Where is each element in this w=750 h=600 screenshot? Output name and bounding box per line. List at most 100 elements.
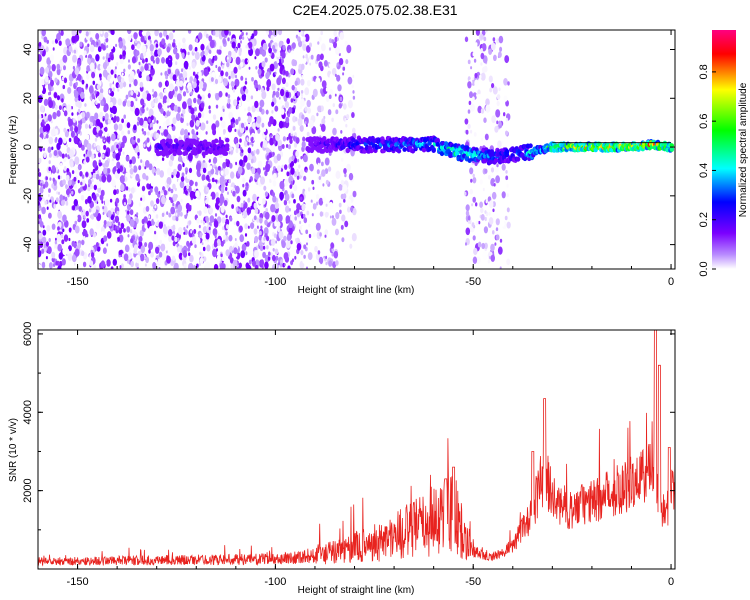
noise-blob <box>104 126 108 133</box>
noise-blob <box>325 95 330 102</box>
noise-blob <box>100 260 106 269</box>
noise-blob <box>116 161 121 169</box>
noise-blob <box>233 47 236 52</box>
noise-blob <box>221 167 224 171</box>
noise-blob <box>325 261 328 266</box>
snr-x-axis-label: Height of straight line (km) <box>298 585 415 596</box>
noise-blob <box>177 227 183 235</box>
noise-blob <box>181 68 184 73</box>
noise-blob <box>308 223 311 228</box>
noise-blob <box>283 235 287 242</box>
noise-blob <box>484 242 488 249</box>
noise-blob <box>157 102 162 110</box>
noise-blob <box>86 73 90 80</box>
noise-blob <box>280 108 285 115</box>
noise-blob <box>272 90 276 96</box>
signal-blob <box>168 138 173 144</box>
noise-blob <box>152 119 154 123</box>
noise-blob <box>252 260 256 267</box>
noise-blob <box>126 122 131 129</box>
noise-blob <box>117 75 122 83</box>
noise-blob <box>229 216 233 222</box>
noise-blob <box>295 137 300 144</box>
noise-blob <box>150 55 155 62</box>
noise-blob <box>51 86 54 91</box>
noise-blob <box>506 193 509 198</box>
noise-blob <box>344 117 347 122</box>
noise-blob <box>215 120 220 128</box>
noise-blob <box>288 144 291 150</box>
heatmap-x-axis-label: Height of straight line (km) <box>298 285 415 296</box>
noise-blob <box>134 107 140 117</box>
noise-blob <box>79 171 83 177</box>
noise-blob <box>280 259 284 264</box>
noise-blob <box>480 48 483 53</box>
noise-blob <box>153 172 156 176</box>
noise-blob <box>469 188 473 195</box>
noise-blob <box>264 211 270 220</box>
signal-blob <box>322 136 327 141</box>
noise-blob <box>148 241 154 251</box>
noise-blob <box>116 116 120 123</box>
noise-blob <box>40 50 43 55</box>
noise-blob <box>196 131 199 136</box>
noise-blob <box>62 195 65 200</box>
noise-blob <box>121 72 124 76</box>
noise-blob <box>190 230 193 234</box>
noise-blob <box>129 193 133 200</box>
noise-blob <box>107 66 112 73</box>
noise-blob <box>209 70 213 76</box>
noise-blob <box>195 162 201 172</box>
noise-blob <box>68 45 73 53</box>
noise-blob <box>288 208 291 212</box>
noise-blob <box>39 66 45 75</box>
noise-blob <box>239 234 244 243</box>
noise-blob <box>221 256 225 262</box>
noise-blob <box>135 238 138 242</box>
noise-blob <box>88 30 91 35</box>
noise-blob <box>87 43 90 48</box>
noise-blob <box>154 259 158 264</box>
noise-blob <box>115 197 120 204</box>
noise-blob <box>38 137 43 143</box>
noise-blob <box>109 77 114 84</box>
noise-blob <box>314 245 318 253</box>
noise-blob <box>257 160 263 169</box>
noise-blob <box>480 207 484 214</box>
noise-blob <box>71 254 77 263</box>
noise-blob <box>214 55 218 61</box>
noise-blob <box>172 255 176 261</box>
noise-blob <box>140 35 145 43</box>
noise-blob <box>155 43 159 48</box>
noise-blob <box>162 226 168 234</box>
noise-blob <box>236 220 240 227</box>
noise-blob <box>127 64 131 70</box>
noise-blob <box>118 250 122 256</box>
noise-blob <box>55 166 59 171</box>
noise-blob <box>322 196 327 203</box>
colorbar-tick-label: 0.2 <box>698 212 710 227</box>
noise-blob <box>498 87 501 92</box>
signal-blob <box>504 149 510 155</box>
noise-blob <box>99 111 104 120</box>
noise-blob <box>495 109 501 118</box>
noise-blob <box>352 90 355 94</box>
noise-blob <box>472 196 477 203</box>
noise-blob <box>172 183 176 190</box>
noise-blob <box>187 152 193 162</box>
noise-blob <box>227 37 230 42</box>
noise-blob <box>80 181 83 186</box>
noise-blob <box>226 102 231 109</box>
noise-blob <box>182 70 188 79</box>
noise-blob <box>303 244 307 250</box>
noise-blob <box>250 205 253 210</box>
noise-blob <box>71 229 75 235</box>
noise-blob <box>480 233 483 238</box>
noise-blob <box>83 215 86 219</box>
noise-blob <box>81 250 85 257</box>
noise-blob <box>284 193 290 202</box>
noise-blob <box>81 144 85 151</box>
noise-blob <box>345 123 348 128</box>
noise-blob <box>81 220 87 229</box>
noise-blob <box>469 183 473 189</box>
